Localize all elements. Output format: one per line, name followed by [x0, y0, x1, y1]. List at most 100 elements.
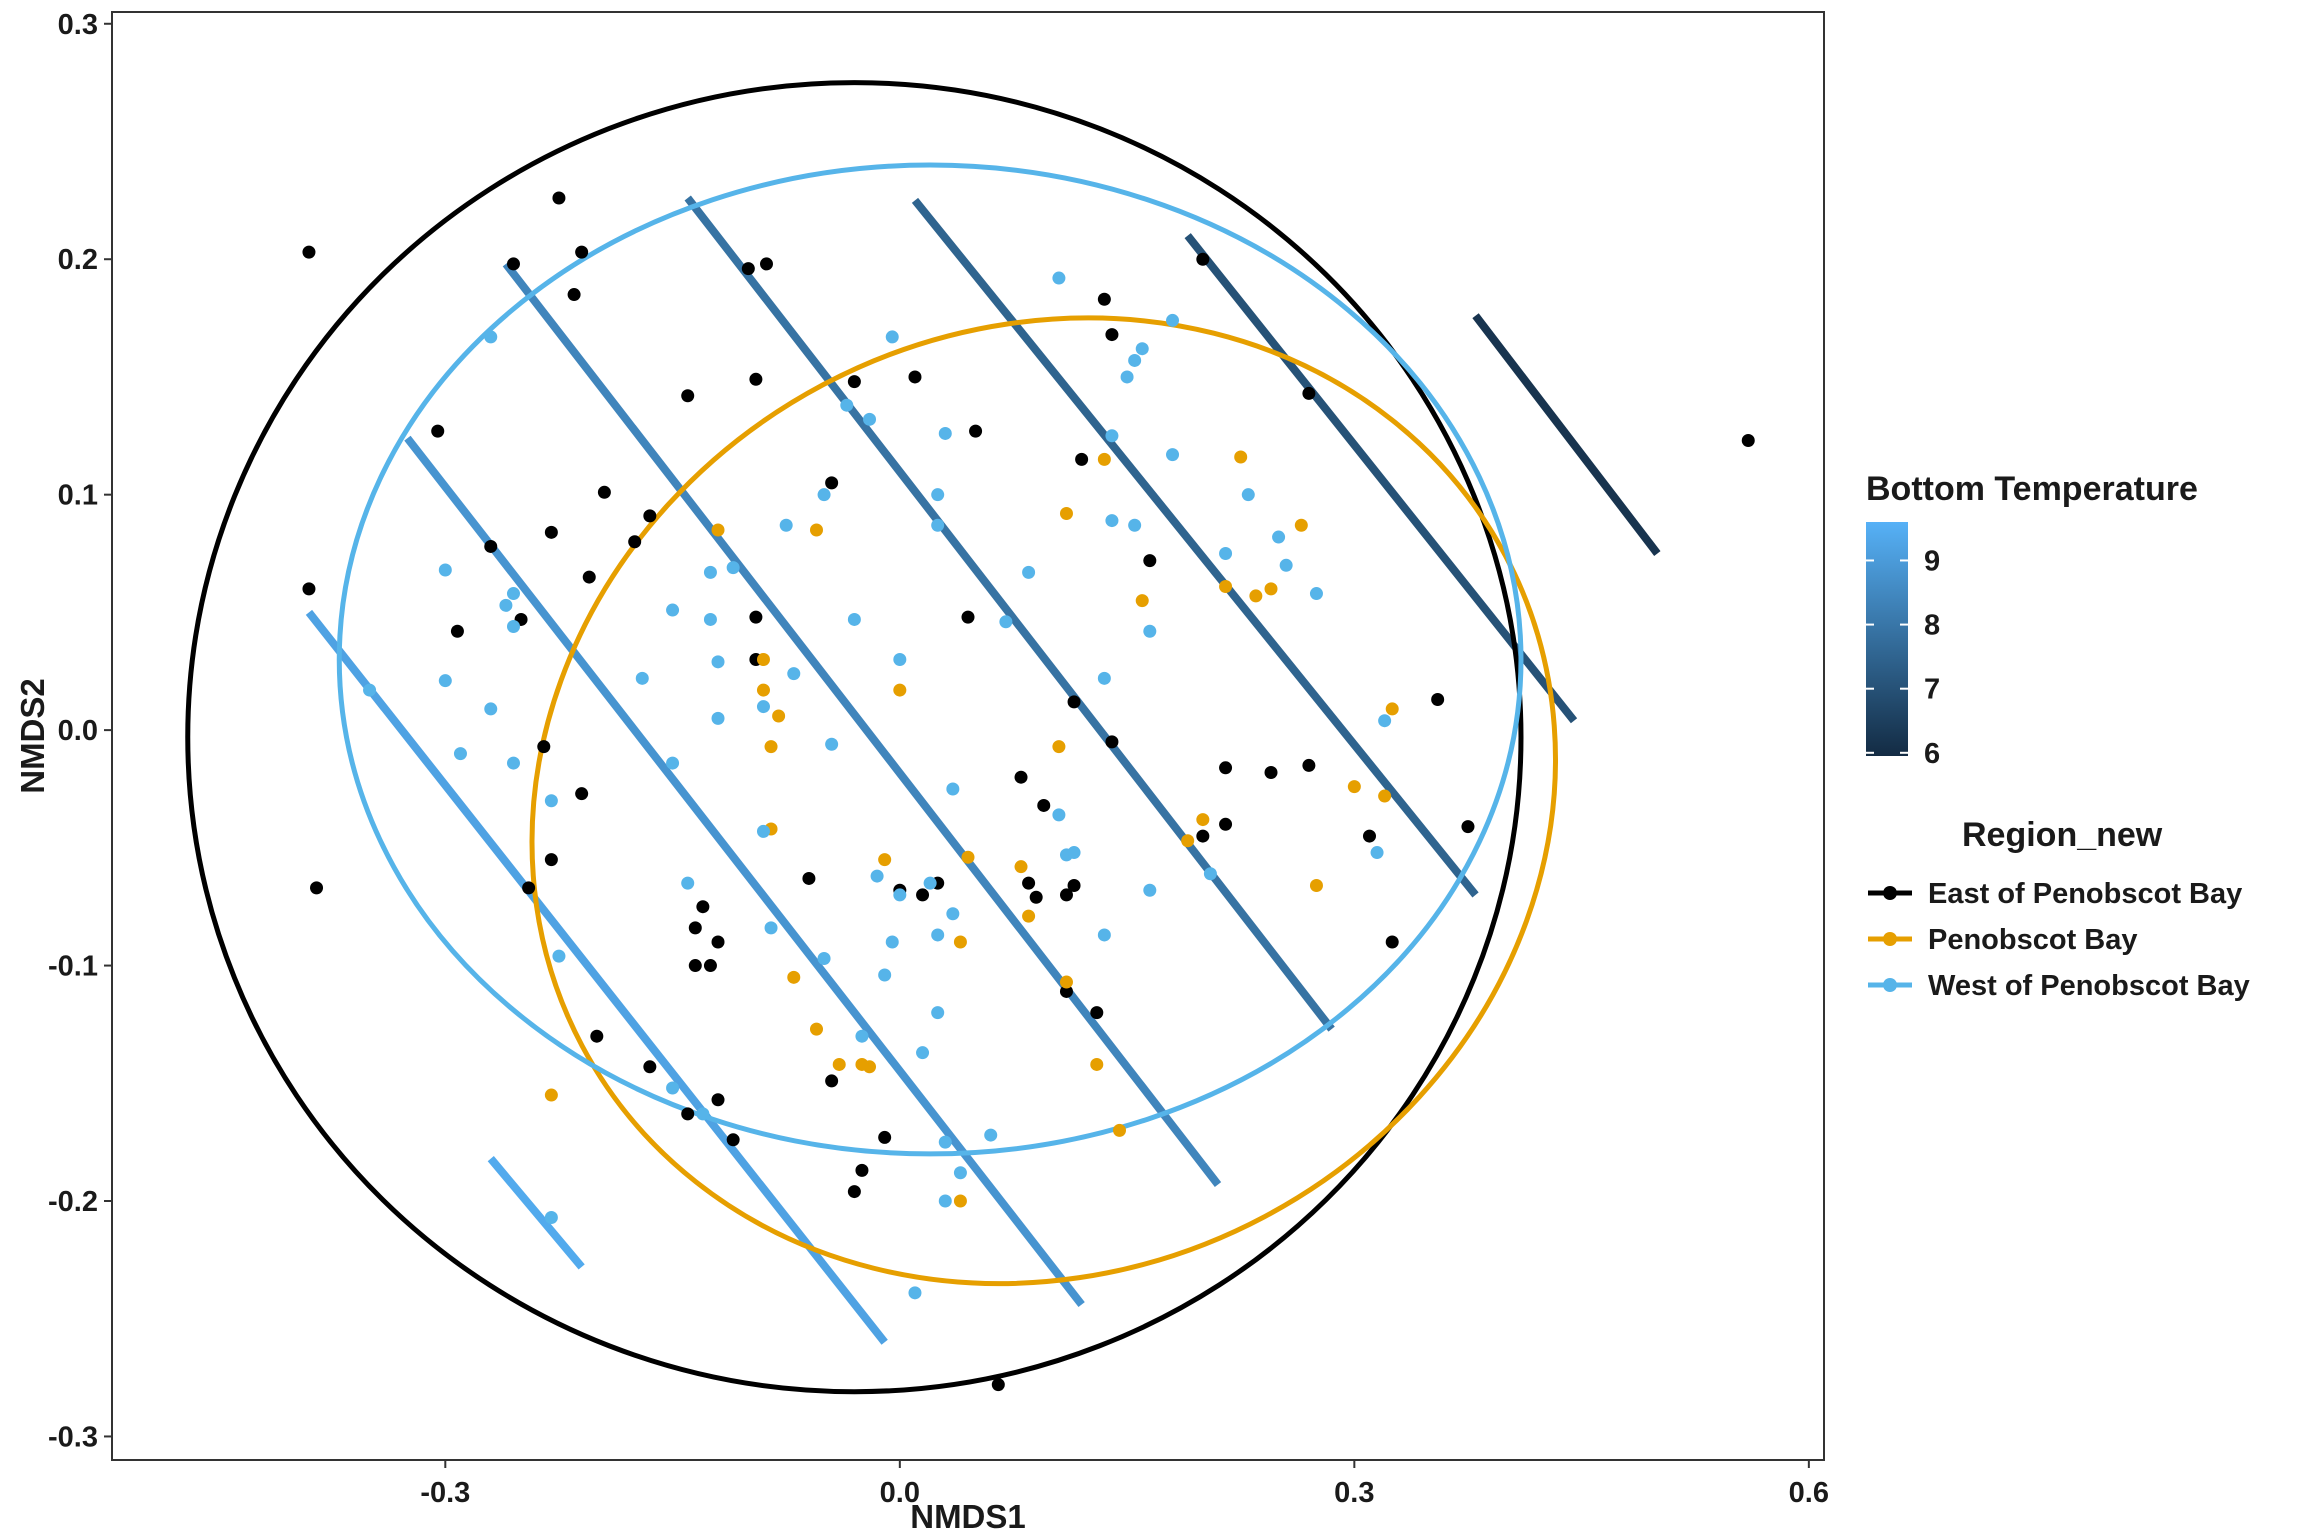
- point-east-of-penobscot-bay: [1022, 876, 1036, 890]
- point-penobscot-bay: [1264, 582, 1278, 596]
- point-west-of-penobscot-bay: [666, 1081, 680, 1095]
- point-east-of-penobscot-bay: [802, 871, 816, 885]
- point-west-of-penobscot-bay: [787, 667, 801, 681]
- point-penobscot-bay: [1347, 780, 1361, 794]
- point-west-of-penobscot-bay: [1143, 624, 1157, 638]
- point-east-of-penobscot-bay: [1067, 695, 1081, 709]
- point-east-of-penobscot-bay: [506, 257, 520, 271]
- point-west-of-penobscot-bay: [363, 683, 377, 697]
- point-west-of-penobscot-bay: [1128, 518, 1142, 532]
- x-tick-label: -0.3: [420, 1477, 470, 1509]
- x-axis: -0.3 0.0 0.3 0.6: [420, 1460, 1829, 1509]
- point-penobscot-bay: [756, 683, 770, 697]
- point-west-of-penobscot-bay: [931, 928, 945, 942]
- x-tick-label: 0.3: [1334, 1477, 1374, 1509]
- point-west-of-penobscot-bay: [953, 1166, 967, 1180]
- point-east-of-penobscot-bay: [575, 787, 589, 801]
- point-west-of-penobscot-bay: [825, 737, 839, 751]
- point-east-of-penobscot-bay: [302, 582, 316, 596]
- point-east-of-penobscot-bay: [961, 610, 975, 624]
- point-east-of-penobscot-bay: [825, 476, 839, 490]
- point-west-of-penobscot-bay: [1219, 547, 1233, 561]
- point-east-of-penobscot-bay: [969, 424, 983, 438]
- point-east-of-penobscot-bay: [1741, 434, 1755, 448]
- point-west-of-penobscot-bay: [764, 921, 778, 935]
- y-tick-label: 0.2: [58, 244, 98, 276]
- point-west-of-penobscot-bay: [1203, 867, 1217, 881]
- point-east-of-penobscot-bay: [681, 1107, 695, 1121]
- point-west-of-penobscot-bay: [1022, 565, 1036, 579]
- point-penobscot-bay: [787, 970, 801, 984]
- y-tick-label: 0.3: [58, 9, 98, 41]
- colorbar-ticks: 6 7 8 9: [1866, 545, 1940, 770]
- point-east-of-penobscot-bay: [847, 375, 861, 389]
- point-penobscot-bay: [953, 1194, 967, 1208]
- point-west-of-penobscot-bay: [870, 869, 884, 883]
- point-west-of-penobscot-bay: [438, 563, 452, 577]
- point-west-of-penobscot-bay: [840, 398, 854, 412]
- point-west-of-penobscot-bay: [1272, 530, 1286, 544]
- point-west-of-penobscot-bay: [893, 888, 907, 902]
- point-penobscot-bay: [1097, 452, 1111, 466]
- point-west-of-penobscot-bay: [666, 603, 680, 617]
- point-west-of-penobscot-bay: [681, 876, 695, 890]
- point-west-of-penobscot-bay: [1166, 448, 1180, 462]
- point-east-of-penobscot-bay: [916, 888, 930, 902]
- x-tick-label: 0.0: [880, 1477, 920, 1509]
- point-west-of-penobscot-bay: [552, 949, 566, 963]
- y-tick-label: 0.0: [58, 715, 98, 747]
- point-east-of-penobscot-bay: [544, 853, 558, 867]
- point-east-of-penobscot-bay: [1302, 386, 1316, 400]
- point-penobscot-bay: [1059, 507, 1073, 521]
- point-east-of-penobscot-bay: [567, 288, 581, 302]
- point-west-of-penobscot-bay: [916, 1046, 930, 1060]
- point-west-of-penobscot-bay: [855, 1029, 869, 1043]
- point-penobscot-bay: [832, 1057, 846, 1071]
- point-west-of-penobscot-bay: [726, 561, 740, 575]
- point-west-of-penobscot-bay: [999, 615, 1013, 629]
- y-tick-label: 0.1: [58, 480, 98, 512]
- legend-item-label: Penobscot Bay: [1928, 924, 2138, 956]
- point-east-of-penobscot-bay: [643, 1060, 657, 1074]
- point-penobscot-bay: [1059, 975, 1073, 989]
- point-west-of-penobscot-bay: [1143, 883, 1157, 897]
- point-west-of-penobscot-bay: [931, 488, 945, 502]
- point-east-of-penobscot-bay: [552, 191, 566, 205]
- point-penobscot-bay: [1014, 860, 1028, 874]
- point-west-of-penobscot-bay: [1279, 558, 1293, 572]
- point-east-of-penobscot-bay: [711, 1093, 725, 1107]
- point-penobscot-bay: [1249, 589, 1263, 603]
- point-penobscot-bay: [855, 1057, 869, 1071]
- point-west-of-penobscot-bay: [484, 330, 498, 344]
- point-west-of-penobscot-bay: [931, 518, 945, 532]
- point-penobscot-bay: [772, 709, 786, 723]
- point-penobscot-bay: [544, 1088, 558, 1102]
- point-west-of-penobscot-bay: [885, 330, 899, 344]
- y-tick-label: -0.3: [48, 1421, 98, 1453]
- point-east-of-penobscot-bay: [688, 921, 702, 935]
- point-east-of-penobscot-bay: [825, 1074, 839, 1088]
- point-west-of-penobscot-bay: [703, 565, 717, 579]
- temperature-contour-line: [1472, 313, 1661, 556]
- point-east-of-penobscot-bay: [628, 535, 642, 549]
- point-east-of-penobscot-bay: [1143, 554, 1157, 568]
- point-west-of-penobscot-bay: [711, 711, 725, 725]
- point-east-of-penobscot-bay: [1362, 829, 1376, 843]
- point-west-of-penobscot-bay: [453, 747, 467, 761]
- point-east-of-penobscot-bay: [1219, 817, 1233, 831]
- point-penobscot-bay: [953, 935, 967, 949]
- data-points: [302, 191, 1755, 1392]
- point-penobscot-bay: [809, 523, 823, 537]
- point-east-of-penobscot-bay: [1385, 935, 1399, 949]
- point-penobscot-bay: [1022, 909, 1036, 923]
- point-west-of-penobscot-bay: [817, 951, 831, 965]
- confidence-ellipses: [185, 80, 1558, 1395]
- point-west-of-penobscot-bay: [847, 612, 861, 626]
- point-west-of-penobscot-bay: [1097, 928, 1111, 942]
- point-west-of-penobscot-bay: [544, 1210, 558, 1224]
- region-legend: Region_new East of Penobscot Bay Penobsco…: [1868, 816, 2250, 1002]
- point-penobscot-bay: [1378, 789, 1392, 803]
- point-west-of-penobscot-bay: [711, 655, 725, 669]
- point-penobscot-bay: [1219, 579, 1233, 593]
